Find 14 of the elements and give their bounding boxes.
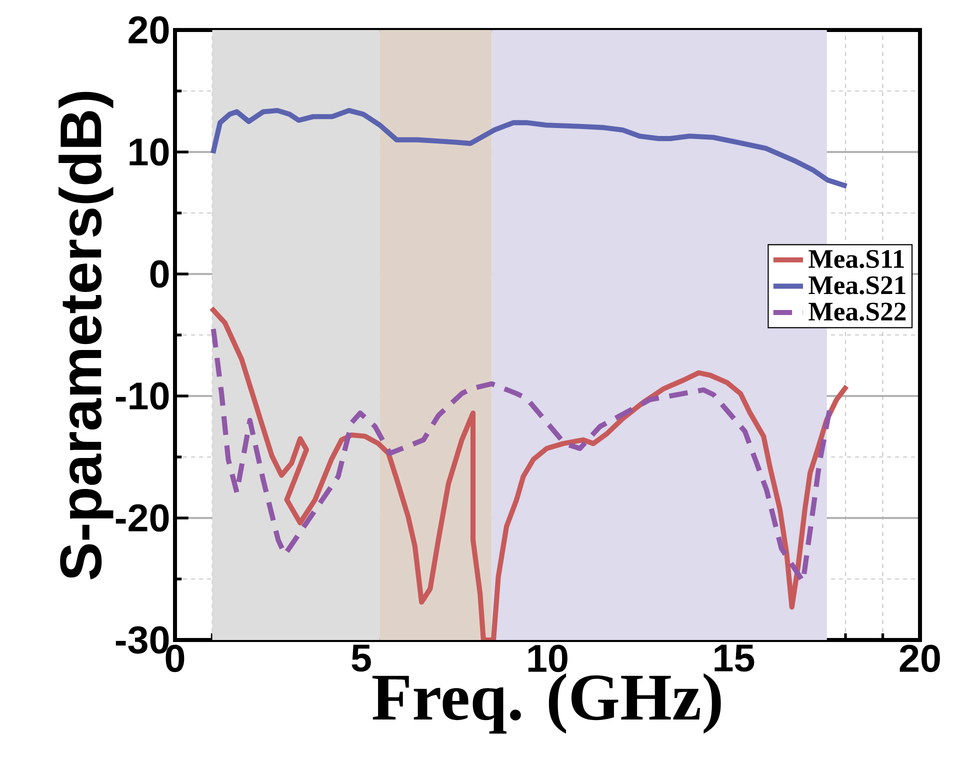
y-tick-label: -10	[116, 382, 169, 410]
y-tick-label: 0	[150, 260, 169, 288]
y-tick-label: 10	[130, 138, 169, 166]
y-axis-title: S-parameters(dB)	[58, 92, 114, 580]
y-tick-label: 20	[128, 16, 169, 44]
x-tick-label: 20	[900, 644, 940, 672]
x-tick-label: 10	[528, 644, 568, 672]
x-tick-label: 15	[714, 644, 754, 672]
x-axis-title: Freq. (GHz)	[372, 673, 721, 734]
legend-label: Mea.S22	[808, 302, 906, 321]
legend-label: Mea.S21	[808, 276, 906, 294]
legend-label: Mea.S11	[808, 250, 904, 268]
x-tick-label: 5	[352, 644, 371, 672]
y-tick-label: -20	[116, 504, 169, 532]
